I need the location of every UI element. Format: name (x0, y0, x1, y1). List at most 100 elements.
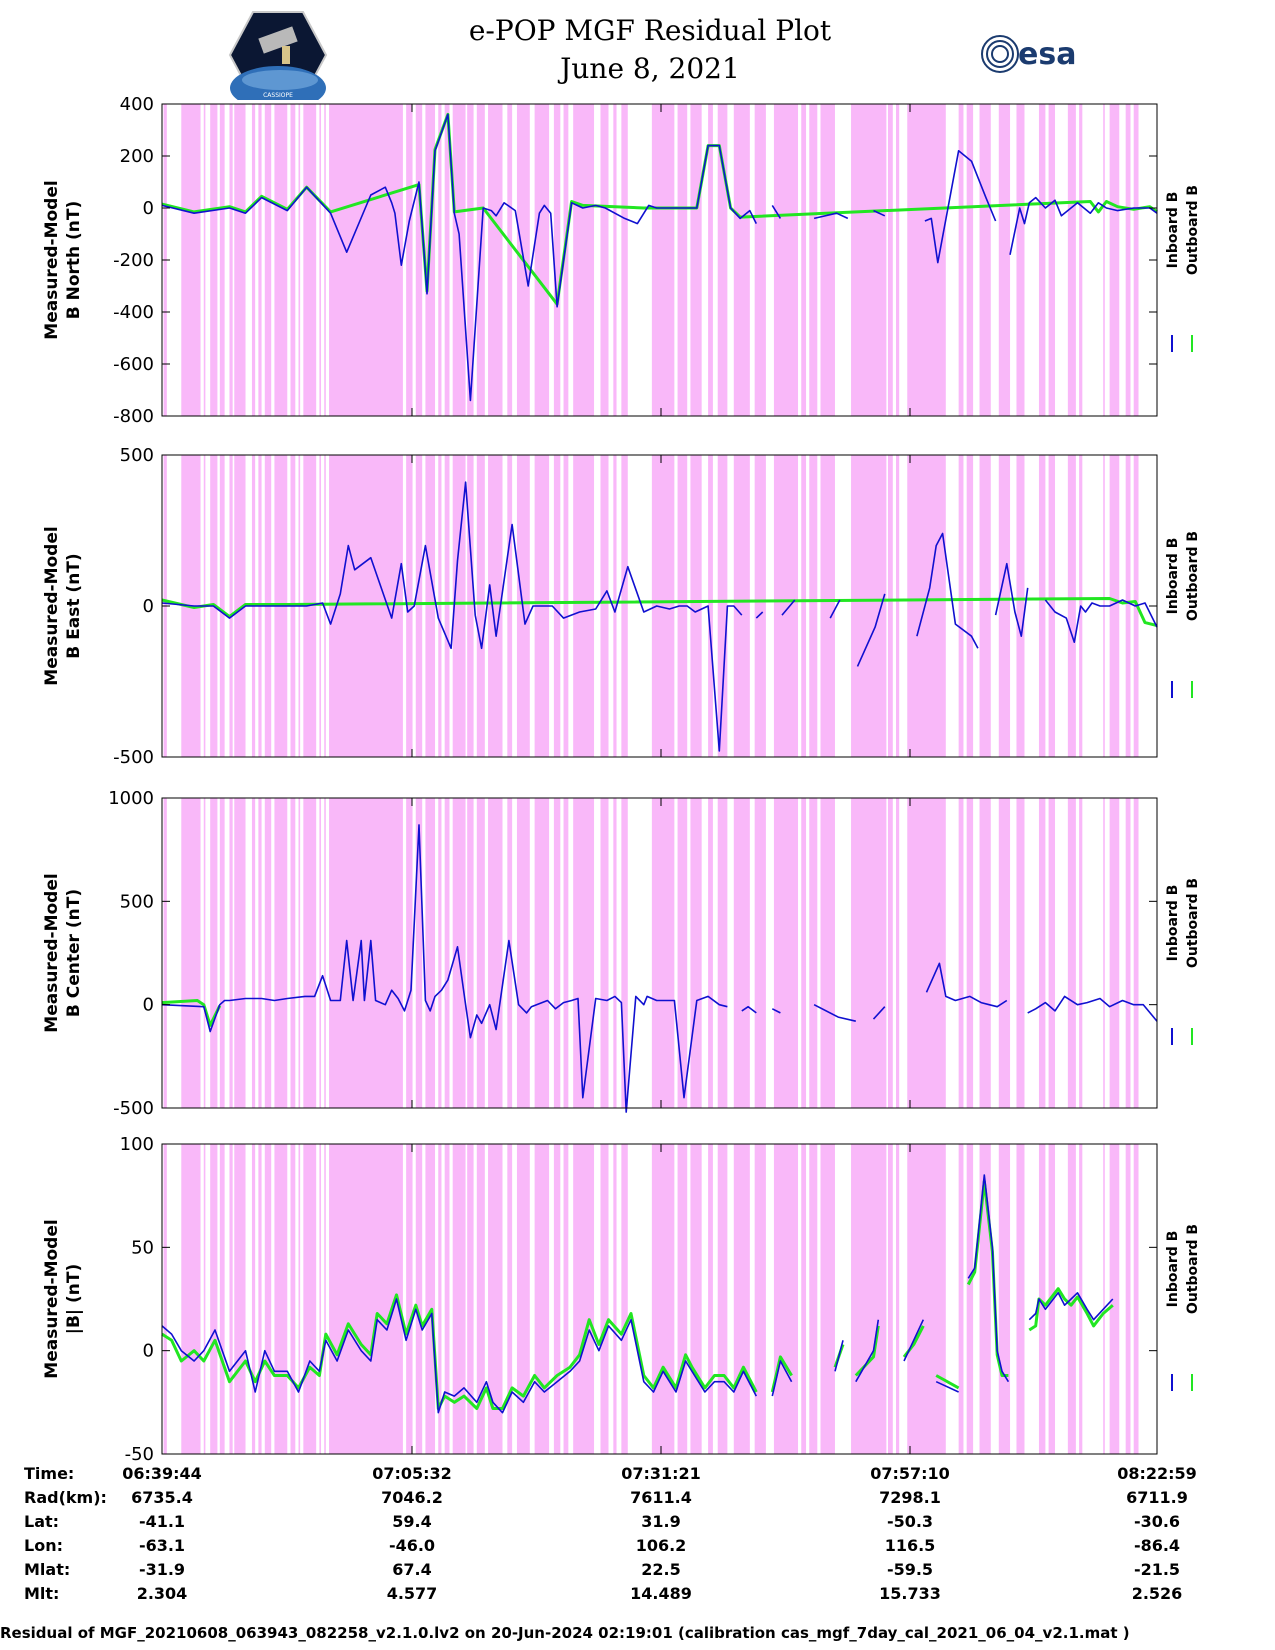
info-cell: 116.5 (885, 1536, 936, 1555)
y-tick-label: 400 (120, 94, 154, 115)
shaded-interval (733, 455, 750, 757)
shaded-interval (553, 798, 561, 1108)
shaded-interval (690, 455, 702, 757)
info-row-label: Lat: (24, 1512, 59, 1531)
y-axis-label: Measured-Model B North (nT) (42, 180, 84, 339)
y-tick-label: 200 (120, 146, 154, 167)
y-tick-label: 0 (143, 1341, 154, 1362)
inboard-series-line (161, 824, 1158, 1113)
shaded-interval (1016, 455, 1025, 757)
y-tick-label: -200 (113, 250, 154, 271)
shaded-interval (801, 798, 807, 1108)
legend-outboard-label: Outboard B (1185, 185, 1201, 275)
shaded-interval (219, 1144, 225, 1454)
shaded-interval (677, 798, 688, 1108)
shaded-interval (1109, 455, 1120, 757)
shaded-interval (319, 104, 322, 416)
y-tick-label: -500 (113, 1098, 154, 1119)
shaded-interval (219, 455, 225, 757)
shaded-interval (1103, 1144, 1105, 1454)
shaded-interval (820, 798, 835, 1108)
info-row-label: Mlt: (24, 1584, 59, 1603)
shaded-interval (298, 1144, 301, 1454)
shaded-interval (613, 798, 617, 1108)
shaded-interval (801, 104, 807, 416)
shaded-interval (966, 1144, 974, 1454)
shaded-interval (507, 104, 513, 416)
svg-text:esa: esa (1018, 37, 1076, 72)
shaded-interval (298, 798, 301, 1108)
shaded-interval (181, 104, 201, 416)
shaded-interval (1109, 798, 1120, 1108)
shaded-interval (1109, 104, 1120, 416)
shaded-interval (251, 1144, 256, 1454)
legend-inboard-label: Inboard B (1165, 538, 1181, 615)
shaded-interval (425, 798, 436, 1108)
shaded-interval (1016, 1144, 1025, 1454)
panel-frame (161, 1143, 1158, 1455)
legend-inboard-label: Inboard B (1165, 192, 1181, 269)
shaded-interval (896, 798, 900, 1108)
shaded-interval (887, 1144, 893, 1454)
shaded-interval (444, 1144, 450, 1454)
shaded-interval (476, 798, 485, 1108)
shaded-interval (651, 1144, 675, 1454)
shaded-interval (203, 798, 206, 1108)
shaded-interval (613, 455, 617, 757)
shaded-interval (773, 1144, 799, 1454)
shaded-interval (163, 1144, 167, 1454)
shaded-interval (1133, 798, 1139, 1108)
shaded-interval (290, 1144, 296, 1454)
y-tick-label: 0 (143, 596, 154, 617)
shaded-interval (319, 798, 322, 1108)
shaded-interval (600, 1144, 609, 1454)
shaded-interval (677, 104, 688, 416)
outboard-series-line (161, 112, 1158, 306)
shaded-interval (851, 1144, 887, 1454)
shaded-interval (329, 104, 403, 416)
info-cell: 06:39:44 (122, 1464, 202, 1483)
y-axis-label-line1: Measured-Model (42, 873, 62, 1032)
shaded-interval (1079, 798, 1083, 1108)
shaded-interval (251, 104, 256, 416)
shaded-interval (415, 798, 423, 1108)
y-tick-label: 50 (131, 1237, 154, 1258)
shaded-interval (1067, 455, 1076, 757)
shaded-interval (329, 455, 403, 757)
outboard-series-line (161, 999, 222, 1027)
shaded-interval (303, 1144, 317, 1454)
y-tick-label: -800 (113, 406, 154, 427)
shaded-interval (415, 104, 423, 416)
panel-4: 100 50 0 -50 Measured-Model |B| (nT) Inboard B… (42, 1134, 1201, 1465)
shaded-interval (181, 1144, 201, 1454)
shaded-interval (476, 104, 485, 416)
info-table: Time: Rad(km): Lat: Lon: Mlat: Mlt: 06:39:44 67… (24, 1464, 1197, 1603)
y-axis-label: Measured-Model B East (nT) (42, 526, 84, 685)
shaded-interval (820, 104, 835, 416)
shaded-interval (1133, 1144, 1139, 1454)
shaded-interval (290, 798, 296, 1108)
shaded-interval (896, 1144, 900, 1454)
shaded-interval (677, 1144, 688, 1454)
shaded-interval (887, 455, 893, 757)
svg-text:CASSIOPE: CASSIOPE (263, 92, 293, 99)
shaded-interval (264, 798, 272, 1108)
shaded-interval (507, 798, 513, 1108)
info-cell: 6711.9 (1126, 1488, 1188, 1507)
y-tick-label: 100 (120, 1134, 154, 1155)
info-cell: 2.304 (137, 1584, 188, 1603)
shaded-interval (210, 1144, 218, 1454)
plot-date: June 8, 2021 (560, 52, 740, 85)
shaded-interval (258, 104, 262, 416)
shaded-interval (651, 798, 675, 1108)
shaded-interval (1133, 104, 1139, 416)
shaded-interval (754, 104, 766, 416)
shaded-interval (452, 455, 466, 757)
shaded-interval (467, 798, 474, 1108)
shaded-interval (651, 104, 675, 416)
shaded-interval (613, 104, 617, 416)
shaded-interval (324, 455, 326, 757)
shaded-interval (717, 798, 728, 1108)
shaded-interval (773, 104, 799, 416)
shaded-interval (563, 104, 569, 416)
